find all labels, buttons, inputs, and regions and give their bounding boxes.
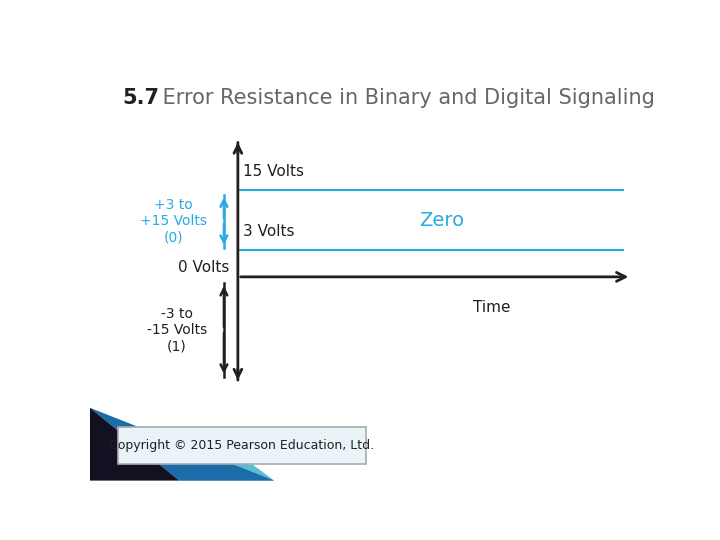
Polygon shape	[179, 456, 274, 481]
Polygon shape	[90, 408, 179, 481]
Text: 15 Volts: 15 Volts	[243, 164, 305, 179]
Text: Copyright © 2015 Pearson Education, Ltd.: Copyright © 2015 Pearson Education, Ltd.	[109, 439, 374, 452]
Polygon shape	[90, 408, 274, 481]
Text: 5.7: 5.7	[122, 87, 159, 107]
FancyBboxPatch shape	[118, 427, 366, 464]
Text: Error Resistance in Binary and Digital Signaling: Error Resistance in Binary and Digital S…	[156, 87, 654, 107]
Text: +3 to
+15 Volts
(0): +3 to +15 Volts (0)	[140, 198, 207, 244]
Text: 0 Volts: 0 Volts	[178, 260, 230, 275]
Text: 3 Volts: 3 Volts	[243, 225, 295, 239]
Text: Zero: Zero	[419, 211, 464, 230]
Text: Time: Time	[473, 300, 510, 315]
Text: -3 to
-15 Volts
(1): -3 to -15 Volts (1)	[147, 307, 207, 353]
